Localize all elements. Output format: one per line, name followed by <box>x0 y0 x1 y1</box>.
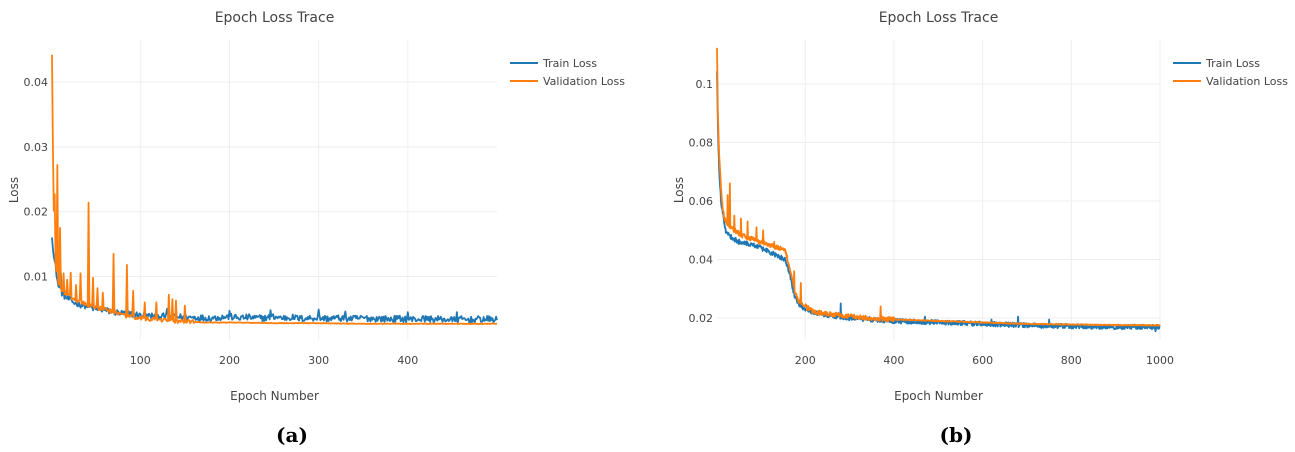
chart-panel-a: 100 200 300 400 0.01 0.02 0.03 0.04 Epoch Loss T… <box>7 10 625 447</box>
x-tick-label: 800 <box>1061 354 1082 367</box>
panel-caption: (b) <box>940 423 973 447</box>
legend-label: Train Loss <box>542 57 597 70</box>
y-tick-label: 0.01 <box>24 271 49 284</box>
legend-item-validation-loss[interactable]: Validation Loss <box>510 75 625 88</box>
y-tick-label: 0.02 <box>24 206 49 219</box>
legend[interactable]: Train Loss Validation Loss <box>510 57 625 88</box>
y-tick-label: 0.1 <box>696 78 714 91</box>
series-line-validation-loss <box>51 54 498 325</box>
chart-title: Epoch Loss Trace <box>879 10 999 26</box>
y-tick-label: 0.06 <box>689 195 714 208</box>
chart-panel-b: 200 400 600 800 1000 0.02 0.04 0.06 0.08 0.1 Epoch… <box>672 10 1288 447</box>
x-tick-label: 300 <box>308 354 329 367</box>
x-axis-title: Epoch Number <box>230 389 319 403</box>
y-axis-title: Loss <box>7 177 21 203</box>
series-line-train-loss <box>51 237 498 324</box>
legend-label: Validation Loss <box>543 75 625 88</box>
x-tick-label: 400 <box>397 354 418 367</box>
x-tick-label: 400 <box>883 354 904 367</box>
x-tick-label: 200 <box>219 354 240 367</box>
y-tick-label: 0.04 <box>689 254 714 267</box>
legend[interactable]: Train Loss Validation Loss <box>1173 57 1288 88</box>
x-tick-label: 200 <box>795 354 816 367</box>
y-tick-label: 0.08 <box>689 136 714 149</box>
x-tick-label: 1000 <box>1146 354 1174 367</box>
legend-label: Train Loss <box>1205 57 1260 70</box>
legend-item-validation-loss[interactable]: Validation Loss <box>1173 75 1288 88</box>
x-axis-title: Epoch Number <box>894 389 983 403</box>
y-tick-label: 0.02 <box>689 312 714 325</box>
x-tick-label: 600 <box>972 354 993 367</box>
panel-caption: (a) <box>276 423 308 447</box>
y-tick-label: 0.04 <box>24 76 49 89</box>
chart-title: Epoch Loss Trace <box>215 10 335 26</box>
legend-item-train-loss[interactable]: Train Loss <box>1173 57 1260 70</box>
legend-item-train-loss[interactable]: Train Loss <box>510 57 597 70</box>
y-axis-title: Loss <box>672 177 686 203</box>
legend-label: Validation Loss <box>1206 75 1288 88</box>
y-tick-label: 0.03 <box>24 141 49 154</box>
x-tick-label: 100 <box>130 354 151 367</box>
series-line-validation-loss <box>716 47 1161 327</box>
